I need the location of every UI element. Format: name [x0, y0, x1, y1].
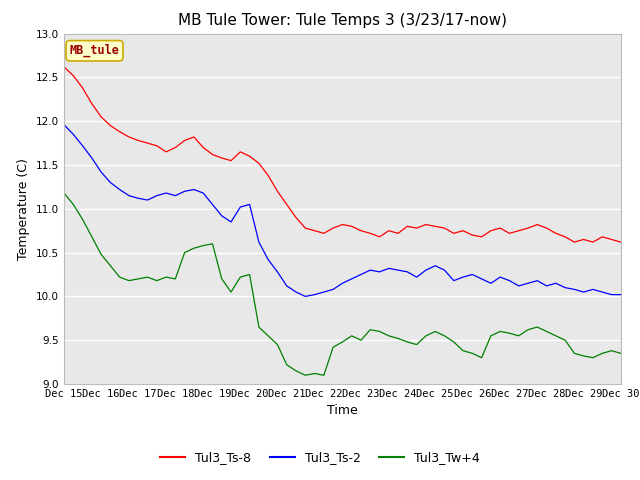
Tul3_Ts-8 [172, 144, 179, 150]
Tul3_Ts-8 [357, 228, 365, 234]
Tul3_Tw+4 [60, 190, 68, 196]
Tul3_Ts-2 [403, 269, 411, 275]
Tul3_Tw+4 [403, 339, 411, 345]
Tul3_Ts-8 [617, 239, 625, 245]
Tul3_Tw+4 [172, 276, 179, 282]
Line: Tul3_Ts-8: Tul3_Ts-8 [64, 67, 621, 242]
Tul3_Ts-8 [60, 64, 68, 70]
Tul3_Ts-8 [571, 239, 579, 245]
Tul3_Tw+4 [366, 327, 374, 333]
Title: MB Tule Tower: Tule Temps 3 (3/23/17-now): MB Tule Tower: Tule Temps 3 (3/23/17-now… [178, 13, 507, 28]
Tul3_Ts-8 [394, 230, 402, 236]
Tul3_Ts-2 [60, 122, 68, 128]
Tul3_Ts-2 [255, 239, 263, 245]
Tul3_Tw+4 [190, 245, 198, 251]
Line: Tul3_Tw+4: Tul3_Tw+4 [64, 193, 621, 375]
Tul3_Ts-8 [543, 225, 550, 231]
Tul3_Ts-2 [366, 267, 374, 273]
Tul3_Ts-2 [190, 187, 198, 192]
Tul3_Tw+4 [255, 324, 263, 330]
Tul3_Ts-2 [552, 280, 559, 286]
Tul3_Tw+4 [301, 372, 309, 378]
Text: MB_tule: MB_tule [70, 44, 120, 58]
Tul3_Ts-8 [255, 160, 263, 166]
Tul3_Tw+4 [617, 350, 625, 356]
Line: Tul3_Ts-2: Tul3_Ts-2 [64, 125, 621, 296]
Tul3_Ts-2 [617, 292, 625, 298]
Legend: Tul3_Ts-8, Tul3_Ts-2, Tul3_Tw+4: Tul3_Ts-8, Tul3_Ts-2, Tul3_Tw+4 [155, 446, 485, 469]
Tul3_Ts-8 [190, 134, 198, 140]
Y-axis label: Temperature (C): Temperature (C) [17, 158, 30, 260]
Tul3_Tw+4 [552, 333, 559, 339]
Tul3_Ts-2 [172, 193, 179, 199]
X-axis label: Time: Time [327, 405, 358, 418]
Tul3_Ts-2 [301, 293, 309, 300]
